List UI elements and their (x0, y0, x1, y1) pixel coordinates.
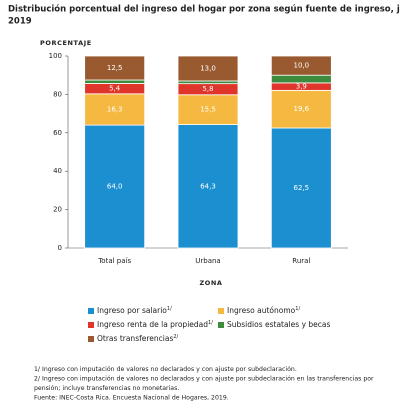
x-tick-label: Urbana (195, 257, 220, 265)
data-label: 15,5 (200, 106, 216, 114)
footnote: pensión; incluye transferencias no monet… (34, 384, 179, 392)
bar-segment (84, 55, 146, 81)
legend-label: Ingreso autónomo (227, 306, 296, 315)
legend-note-ref: 2/ (173, 334, 178, 340)
legend-note-ref: 1/ (167, 306, 172, 312)
footnote: 1/ Ingreso con imputación de valores no … (34, 365, 297, 373)
bar-segment (177, 94, 239, 125)
bar-segment (84, 124, 146, 249)
data-label: 13,0 (200, 64, 216, 72)
bar-segment (270, 74, 332, 84)
y-tick-label: 20 (53, 206, 62, 214)
data-label: 5,4 (109, 85, 121, 93)
legend-entry: Subsidios estatales y becas (227, 320, 330, 329)
bar-segment (84, 79, 146, 84)
bar-segment (177, 80, 239, 85)
chart-title-line-2: 2019 (8, 17, 32, 27)
legend-note-ref: 1/ (295, 306, 300, 312)
footnote: Fuente: INEC-Costa Rica. Encuesta Nacion… (34, 395, 229, 402)
legend-label: Ingreso renta de la propiedad (97, 320, 208, 329)
legend-note-ref: 1/ (208, 320, 213, 326)
bar-segment (270, 89, 332, 129)
data-label: 12,5 (107, 64, 123, 72)
legend-entry: Ingreso renta de la propiedad1/ (97, 320, 213, 330)
x-axis-title: ZONA (199, 279, 222, 287)
y-tick-label: 80 (53, 90, 62, 98)
data-label: 16,3 (107, 105, 123, 113)
y-axis-title: PORCENTAJE (40, 39, 92, 47)
data-label: 62,5 (294, 184, 310, 192)
legend-swatch (218, 322, 224, 328)
x-tick-label: Rural (292, 257, 310, 265)
data-label: 3,9 (296, 83, 307, 91)
bar-segment (270, 127, 332, 249)
data-label: 5,8 (202, 85, 213, 93)
bar-segment (177, 55, 239, 82)
legend-label: Subsidios estatales y becas (227, 320, 330, 329)
data-label: 64,0 (107, 183, 123, 191)
data-label: 19,6 (294, 105, 310, 113)
bar-segment (270, 55, 332, 76)
bar-segment (84, 93, 146, 126)
legend-label: Otras transferencias (97, 334, 173, 343)
x-tick-label: Total país (97, 257, 131, 265)
y-tick-label: 60 (53, 129, 62, 137)
data-label: 10,0 (294, 62, 310, 70)
legend-swatch (88, 308, 94, 314)
chart-title-line-1: Distribución porcentual del ingreso del … (8, 4, 400, 15)
legend-swatch (88, 336, 94, 342)
legend-entry: Ingreso autónomo1/ (227, 306, 300, 316)
legend-entry: Otras transferencias2/ (97, 334, 179, 344)
y-tick-label: 0 (58, 244, 62, 252)
legend-label: Ingreso por salario (97, 306, 167, 315)
legend-swatch (218, 308, 224, 314)
footnote: 2/ Ingreso con imputación de valores no … (34, 375, 374, 383)
legend-entry: Ingreso por salario1/ (97, 306, 172, 316)
data-label: 64,3 (200, 182, 216, 190)
legend-swatch (88, 322, 94, 328)
y-tick-label: 40 (53, 167, 62, 175)
bar-segment (177, 124, 239, 249)
y-tick-label: 100 (49, 52, 62, 60)
